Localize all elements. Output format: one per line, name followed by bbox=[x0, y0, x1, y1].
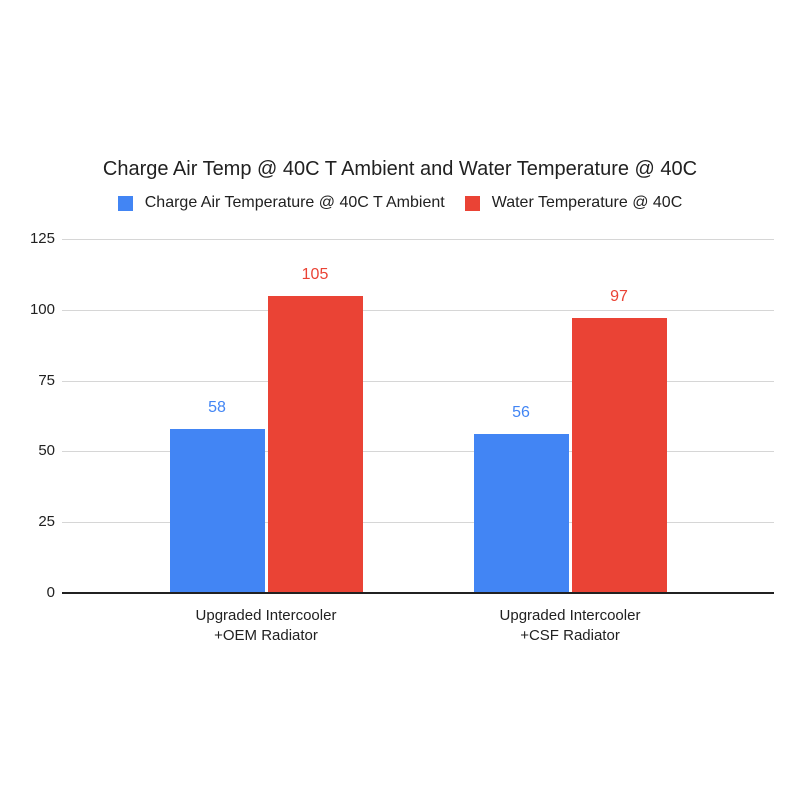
bar-water-group-1[interactable] bbox=[267, 296, 363, 593]
bar-value-label: 105 bbox=[301, 266, 329, 283]
bar-value-label: 58 bbox=[208, 399, 226, 416]
legend-item-water-temperature[interactable]: Water Temperature @ 40C bbox=[464, 193, 683, 213]
bar-charge-air-group-1[interactable] bbox=[169, 429, 265, 593]
bar-value-label: 56 bbox=[512, 404, 530, 421]
x-axis-line bbox=[62, 592, 774, 594]
gridline bbox=[62, 309, 774, 311]
legend-label-charge-air-temperature: Charge Air Temperature @ 40C T Ambient bbox=[144, 194, 445, 211]
gridline bbox=[62, 380, 774, 382]
y-axis-tick-label: 50 bbox=[38, 442, 55, 460]
y-axis-tick-label: 25 bbox=[38, 513, 55, 531]
gridline bbox=[62, 522, 774, 524]
legend-swatch-charge-air-icon bbox=[117, 195, 133, 211]
x-axis-category-label: Upgraded Intercooler +CSF Radiator bbox=[499, 607, 641, 644]
bar-water-group-2[interactable] bbox=[571, 318, 667, 593]
bar-charge-air-group-2[interactable] bbox=[473, 434, 569, 593]
y-axis-tick-label: 100 bbox=[29, 300, 55, 318]
gridline bbox=[62, 451, 774, 453]
x-axis-category-label: Upgraded Intercooler +OEM Radiator bbox=[195, 607, 337, 644]
gridline bbox=[62, 239, 774, 240]
legend-swatch-water-icon bbox=[464, 195, 480, 211]
y-axis-tick-label: 75 bbox=[38, 371, 55, 389]
chart-legend: Charge Air Temperature @ 40C T Ambient W… bbox=[0, 193, 800, 213]
bar-value-label: 97 bbox=[610, 288, 628, 305]
legend-label-water-temperature: Water Temperature @ 40C bbox=[491, 194, 683, 211]
y-axis-tick-label: 0 bbox=[46, 584, 55, 601]
legend-item-charge-air-temperature[interactable]: Charge Air Temperature @ 40C T Ambient bbox=[117, 193, 445, 213]
y-axis-tick-label: 125 bbox=[29, 230, 55, 247]
chart-title: Charge Air Temp @ 40C T Ambient and Wate… bbox=[102, 158, 698, 180]
